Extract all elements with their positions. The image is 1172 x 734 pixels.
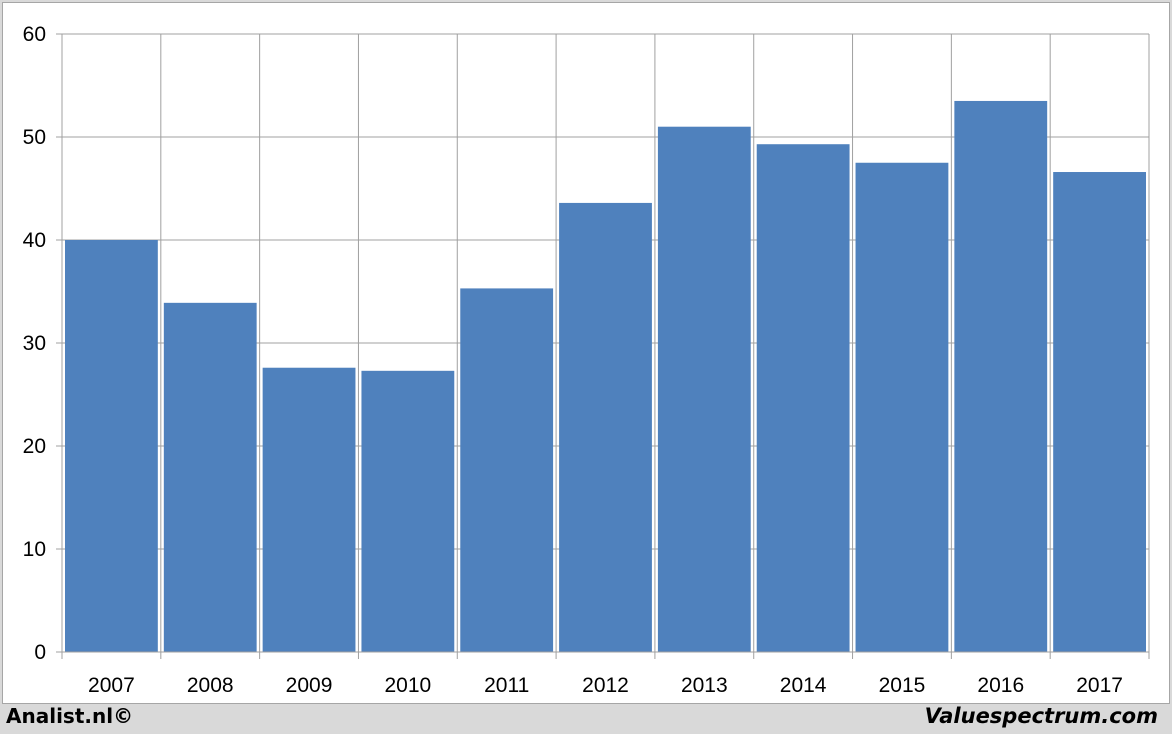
x-tick-label: 2015 xyxy=(879,674,926,697)
bar-2015 xyxy=(855,162,949,652)
bars xyxy=(65,100,1146,653)
y-tick-label: 50 xyxy=(23,126,46,149)
y-tick-label: 0 xyxy=(34,641,46,664)
tick-labels: 0 10 20 30 40 50 60 2007 2008 2009 2010 2011 2012 201… xyxy=(23,23,1123,697)
y-tick-label: 60 xyxy=(23,23,46,46)
bar-2012 xyxy=(559,202,652,653)
bar-2011 xyxy=(460,288,554,652)
bar-2007 xyxy=(65,240,158,652)
x-tick-label: 2017 xyxy=(1076,674,1123,697)
bar-2013 xyxy=(657,126,751,652)
axes xyxy=(56,33,1150,659)
x-tick-label: 2010 xyxy=(385,674,432,697)
bar-2014 xyxy=(756,144,850,652)
x-tick-label: 2014 xyxy=(780,674,827,697)
x-tick-label: 2009 xyxy=(286,674,333,697)
x-tick-label: 2011 xyxy=(484,674,529,697)
y-tick-label: 20 xyxy=(23,435,46,458)
x-tick-label: 2007 xyxy=(88,674,135,697)
x-tick-label: 2016 xyxy=(977,674,1024,697)
bar-2017 xyxy=(1053,172,1146,652)
bar-2008 xyxy=(163,302,257,652)
bar-2016 xyxy=(954,100,1048,652)
y-tick-label: 30 xyxy=(23,332,46,355)
bar-chart: 0 10 20 30 40 50 60 2007 2008 2009 2010 2011 2012 201… xyxy=(23,23,1150,697)
x-tick-label: 2013 xyxy=(681,674,728,697)
y-tick-label: 10 xyxy=(23,538,46,561)
x-tick-label: 2012 xyxy=(582,674,629,697)
bar-2010 xyxy=(361,370,455,652)
y-tick-label: 40 xyxy=(23,229,46,252)
footer-brand-left: Analist.nl© xyxy=(6,704,134,728)
footer-brand-right: Valuespectrum.com xyxy=(924,704,1158,728)
bar-2009 xyxy=(262,367,356,652)
x-tick-label: 2008 xyxy=(187,674,234,697)
